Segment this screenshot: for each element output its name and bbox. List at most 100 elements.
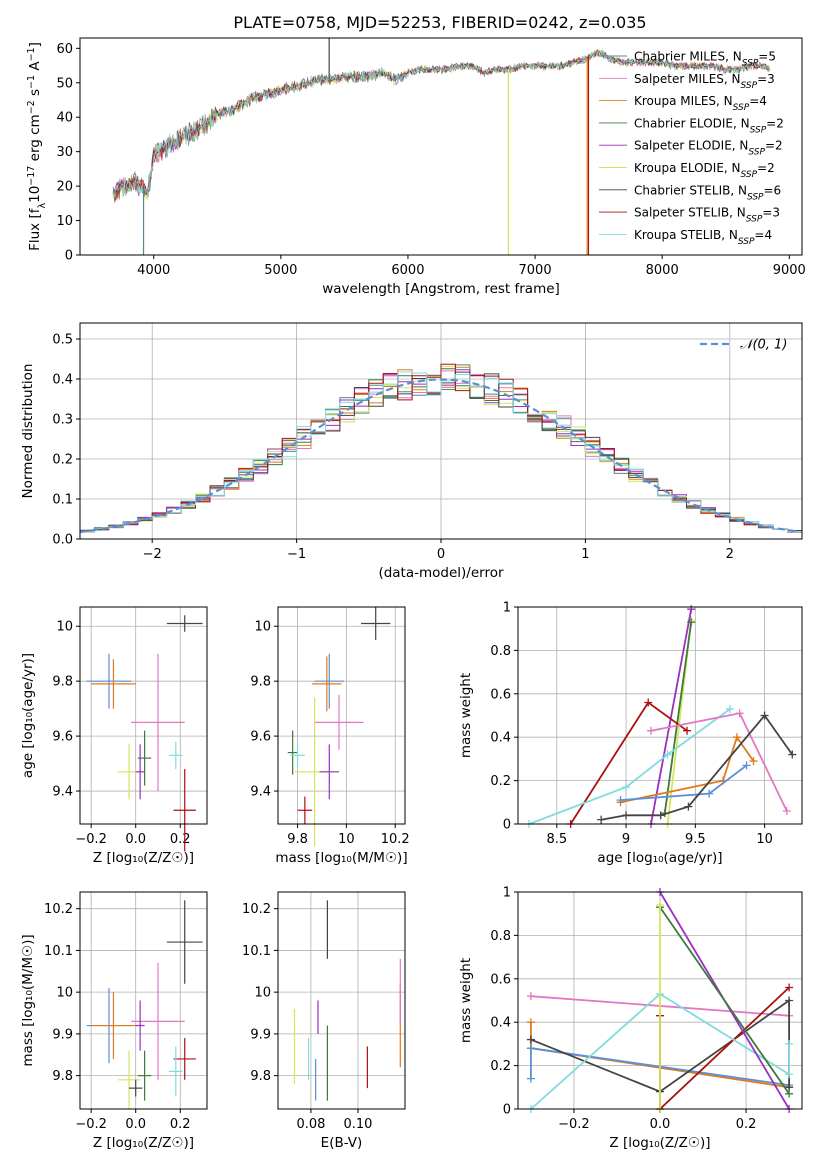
legend-label-eq: =2	[765, 139, 783, 153]
y-tick-label: 9.8	[52, 675, 73, 690]
legend-label: Chabrier MILES, NSSP=5	[634, 50, 776, 69]
weight-marker	[735, 709, 744, 718]
x-tick-label: 0.10	[343, 1117, 372, 1132]
gauss-curve	[79, 378, 800, 534]
weight-marker	[742, 761, 751, 770]
y-axis-label-part: A	[27, 61, 43, 75]
x-tick-label: 0.0	[650, 1117, 671, 1132]
axes-3: 9.8 10 10.2 9.4 9.6 9.8 10 mass [log₁₀(M/M☉)]	[250, 606, 410, 866]
axes-frame	[517, 891, 803, 1110]
x-tick-label: −0.2	[75, 1117, 107, 1132]
x-axis-label: mass [log₁₀(M/M☉)]	[275, 850, 407, 866]
weight-marker	[785, 1089, 794, 1098]
y-axis-label-part: λ	[37, 203, 48, 209]
x-tick-label: 10.2	[381, 832, 410, 847]
y-tick-label: 0.4	[490, 1016, 511, 1031]
y-axis-label-part: −1	[26, 75, 37, 89]
weight-marker	[526, 1044, 535, 1053]
y-axis-label: mass weight	[458, 958, 474, 1043]
weight-marker	[526, 1018, 535, 1027]
y-tick-label: 1	[503, 886, 511, 901]
legend-label-text: Kroupa ELODIE, N	[634, 161, 741, 175]
x-tick-label: 0.0	[125, 832, 146, 847]
x-tick-label: 0	[437, 547, 445, 562]
y-tick-label: 10.2	[44, 902, 73, 917]
y-tick-label: 0.1	[52, 493, 73, 508]
axes-frame	[517, 606, 803, 825]
weight-marker	[687, 605, 696, 614]
weight-marker	[622, 783, 631, 792]
spectrum-line	[112, 49, 771, 199]
weight-marker	[785, 1039, 794, 1048]
y-tick-label: 10	[254, 620, 271, 635]
x-tick-label: −0.2	[75, 832, 107, 847]
legend-label-text: Kroupa STELIB, N	[634, 228, 738, 242]
weight-line	[659, 906, 790, 1095]
y-axis-label: mass weight	[458, 673, 474, 758]
x-tick-label: −2	[143, 547, 162, 562]
y-tick-label: 0.3	[52, 413, 73, 428]
legend-label-eq: =4	[749, 94, 767, 108]
y-tick-label: 0.0	[52, 533, 73, 548]
x-tick-label: 9	[622, 832, 630, 847]
x-tick-label: 10	[756, 832, 773, 847]
weight-marker	[616, 796, 625, 805]
y-axis-label-part: −17	[26, 166, 37, 186]
legend-label-sub: SSP	[750, 125, 767, 135]
x-axis-label: age [log₁₀(age/yr)]	[597, 850, 722, 866]
x-axis-label: (data-model)/error	[378, 565, 504, 581]
weight-marker	[597, 815, 606, 824]
y-tick-label: 0	[503, 818, 511, 833]
y-axis-label-part: 10	[27, 186, 43, 203]
axes-frame	[79, 322, 803, 540]
y-tick-label: 10.2	[242, 902, 271, 917]
legend-label-text: Chabrier MILES, N	[634, 50, 742, 64]
x-axis-label: wavelength [Angstrom, rest frame]	[322, 281, 560, 297]
axes-frame	[79, 37, 803, 256]
weight-marker	[732, 733, 741, 742]
y-tick-label: 9.8	[250, 675, 271, 690]
weight-line	[600, 714, 794, 821]
axes-frame	[277, 891, 406, 1110]
weight-marker	[782, 806, 791, 815]
legend-label-eq: =4	[754, 228, 772, 242]
legend-label: Chabrier ELODIE, NSSP=2	[634, 116, 784, 135]
y-axis-label: Flux [fλ10−17 erg cm−2 s−1 A−1]	[26, 42, 48, 251]
y-tick-label: 10	[254, 986, 271, 1001]
y-tick-label: 0	[503, 1103, 511, 1118]
axes-2: −0.2 0.0 0.2 9.4 9.6 9.8 10 Z [log₁₀(Z/Z☉)] age …	[20, 606, 208, 866]
x-tick-label: 7000	[519, 263, 552, 278]
y-tick-label: 0.4	[490, 731, 511, 746]
weight-marker	[687, 618, 696, 627]
y-tick-label: 9.8	[52, 1069, 73, 1084]
weight-marker	[788, 750, 797, 759]
weight-marker	[526, 1074, 535, 1083]
weight-marker	[785, 983, 794, 992]
weight-marker	[785, 1070, 794, 1079]
weight-marker	[656, 901, 664, 910]
legend-label: Kroupa STELIB, NSSP=4	[634, 228, 772, 247]
weight-marker	[684, 802, 693, 811]
weight-line	[620, 735, 755, 804]
axes-0: 4000 5000 6000 7000 8000 9000 0 10 20 30 40 50 60 wav…	[26, 37, 806, 297]
axes-5: −0.2 0.0 0.2 9.8 9.9 10 10.1 10.2 Z [log₁₀(Z/Z☉)…	[20, 891, 208, 1151]
x-tick-label: 9000	[773, 263, 806, 278]
legend-label-sub: SSP	[741, 170, 758, 180]
y-axis-label: Normed distribution	[20, 364, 36, 499]
axes-1: −2 −1 0 1 2 0.0 0.1 0.2 0.3 0.4 0.5 𝒩(0, 1) (data-mo…	[20, 322, 803, 581]
legend-label: Salpeter MILES, NSSP=3	[634, 72, 775, 91]
x-tick-label: 0.2	[170, 832, 191, 847]
legend-label: Kroupa ELODIE, NSSP=2	[634, 161, 775, 180]
legend-label-eq: =2	[766, 116, 784, 130]
x-axis-label: Z [log₁₀(Z/Z☉)]	[93, 850, 194, 866]
y-axis-label-part: −1	[26, 47, 37, 61]
y-tick-label: 9.6	[52, 730, 73, 745]
weight-marker	[526, 1035, 535, 1044]
axes-frame	[79, 606, 208, 825]
x-tick-label: 8.5	[546, 832, 567, 847]
axes-frame	[277, 606, 406, 825]
y-tick-label: 0.5	[52, 333, 73, 348]
x-axis-label: Z [log₁₀(Z/Z☉)]	[93, 1135, 194, 1151]
y-tick-label: 60	[56, 42, 73, 57]
